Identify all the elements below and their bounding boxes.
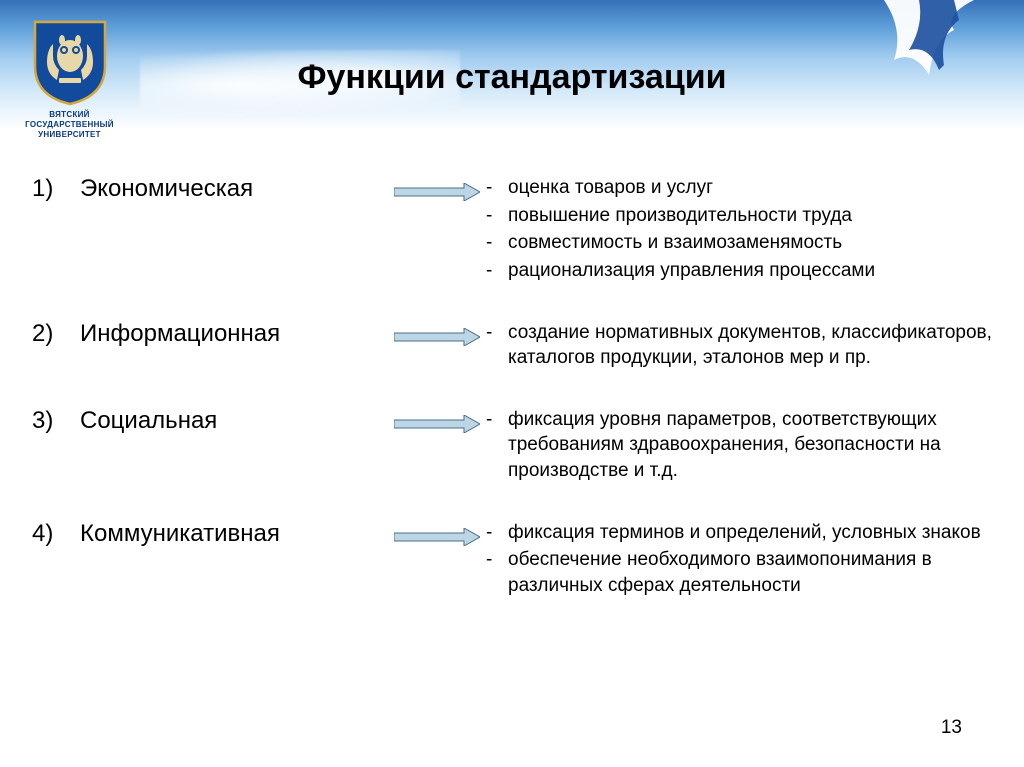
slide-title: Функции стандартизации <box>0 58 1024 97</box>
arrow-icon <box>394 320 486 346</box>
detail-item: оценка товаров и услуг <box>486 175 992 201</box>
function-details: фиксация терминов и определений, условны… <box>486 520 992 601</box>
function-number: 1) <box>32 175 62 203</box>
function-row: 1) Экономическая оценка товаров и услугпо… <box>32 175 992 286</box>
emblem-line1: ВЯТСКИЙ <box>25 110 114 120</box>
function-name: Информационная <box>80 320 280 348</box>
function-row: 4) Коммуникативная фиксация терминов и оп… <box>32 520 992 601</box>
detail-item: обеспечение необходимого взаимопонимания… <box>486 547 992 598</box>
function-label: 3) Социальная <box>32 407 394 435</box>
emblem-line2: ГОСУДАРСТВЕННЫЙ <box>25 120 114 130</box>
content-area: 1) Экономическая оценка товаров и услугпо… <box>32 175 992 635</box>
emblem-text: ВЯТСКИЙ ГОСУДАРСТВЕННЫЙ УНИВЕРСИТЕТ <box>25 110 114 140</box>
emblem-line3: УНИВЕРСИТЕТ <box>25 130 114 140</box>
function-details: создание нормативных документов, классиф… <box>486 320 992 373</box>
function-label: 4) Коммуникативная <box>32 520 394 548</box>
arrow-icon <box>394 175 486 201</box>
function-number: 4) <box>32 520 62 548</box>
function-label: 1) Экономическая <box>32 175 394 203</box>
detail-item: повышение производительности труда <box>486 203 992 229</box>
detail-item: фиксация уровня параметров, соответствую… <box>486 407 992 484</box>
function-name: Социальная <box>80 407 217 435</box>
detail-item: фиксация терминов и определений, условны… <box>486 520 992 546</box>
function-name: Коммуникативная <box>80 520 280 548</box>
detail-item: рационализация управления процессами <box>486 258 992 284</box>
arrow-icon <box>394 520 486 546</box>
function-details: оценка товаров и услугповышение производ… <box>486 175 992 286</box>
page-number: 13 <box>941 717 962 739</box>
detail-item: совместимость и взаимозаменямость <box>486 230 992 256</box>
function-name: Экономическая <box>80 175 253 203</box>
function-label: 2) Информационная <box>32 320 394 348</box>
function-row: 2) Информационная создание нормативных до… <box>32 320 992 373</box>
arrow-icon <box>394 407 486 433</box>
function-row: 3) Социальная фиксация уровня параметров,… <box>32 407 992 486</box>
function-number: 3) <box>32 407 62 435</box>
function-details: фиксация уровня параметров, соответствую… <box>486 407 992 486</box>
function-number: 2) <box>32 320 62 348</box>
detail-item: создание нормативных документов, классиф… <box>486 320 992 371</box>
